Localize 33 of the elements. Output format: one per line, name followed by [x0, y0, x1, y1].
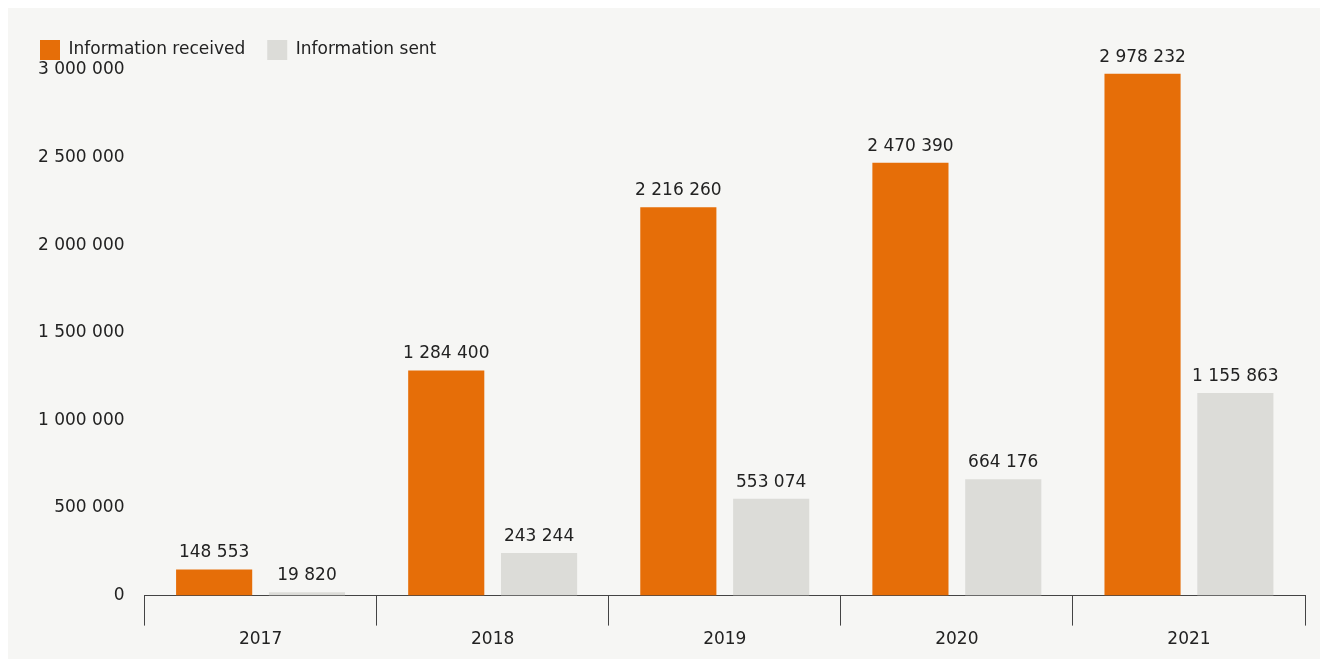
- y-tick-label: 2 500 000: [37, 146, 125, 167]
- legend-label: Information sent: [295, 38, 437, 59]
- bar: [408, 370, 485, 596]
- bar: [733, 498, 810, 596]
- y-tick-label: 500 000: [54, 496, 125, 517]
- bar: [1104, 73, 1181, 596]
- data-label: 243 244: [503, 524, 575, 545]
- y-tick-label: 1 000 000: [37, 408, 125, 429]
- bar: [640, 207, 717, 596]
- bar: [501, 552, 578, 596]
- x-tick-label: 2018: [471, 628, 515, 649]
- bar: [176, 569, 253, 596]
- x-tick-label: 2021: [1167, 628, 1211, 649]
- y-tick-label: 0: [113, 584, 125, 605]
- y-tick-label: 2 000 000: [37, 233, 125, 254]
- y-tick-label: 3 000 000: [37, 58, 125, 79]
- data-label: 553 074: [736, 470, 807, 491]
- x-tick-label: 2019: [703, 628, 747, 649]
- data-label: 2 470 390: [867, 134, 954, 155]
- data-label: 1 284 400: [402, 342, 490, 363]
- data-label: 148 553: [178, 541, 250, 562]
- bar: [965, 479, 1042, 596]
- data-label: 19 820: [277, 564, 337, 585]
- x-tick-label: 2017: [238, 628, 283, 649]
- data-label: 2 978 232: [1099, 45, 1186, 66]
- y-tick-label: 1 500 000: [37, 321, 125, 342]
- bar: [1197, 393, 1274, 596]
- legend-label: Information received: [68, 38, 246, 59]
- data-label: 2 216 260: [635, 179, 722, 200]
- data-label: 1 155 863: [1192, 365, 1279, 386]
- data-label: 664 176: [968, 451, 1039, 472]
- bar: [872, 162, 949, 596]
- x-tick-label: 2020: [935, 628, 979, 649]
